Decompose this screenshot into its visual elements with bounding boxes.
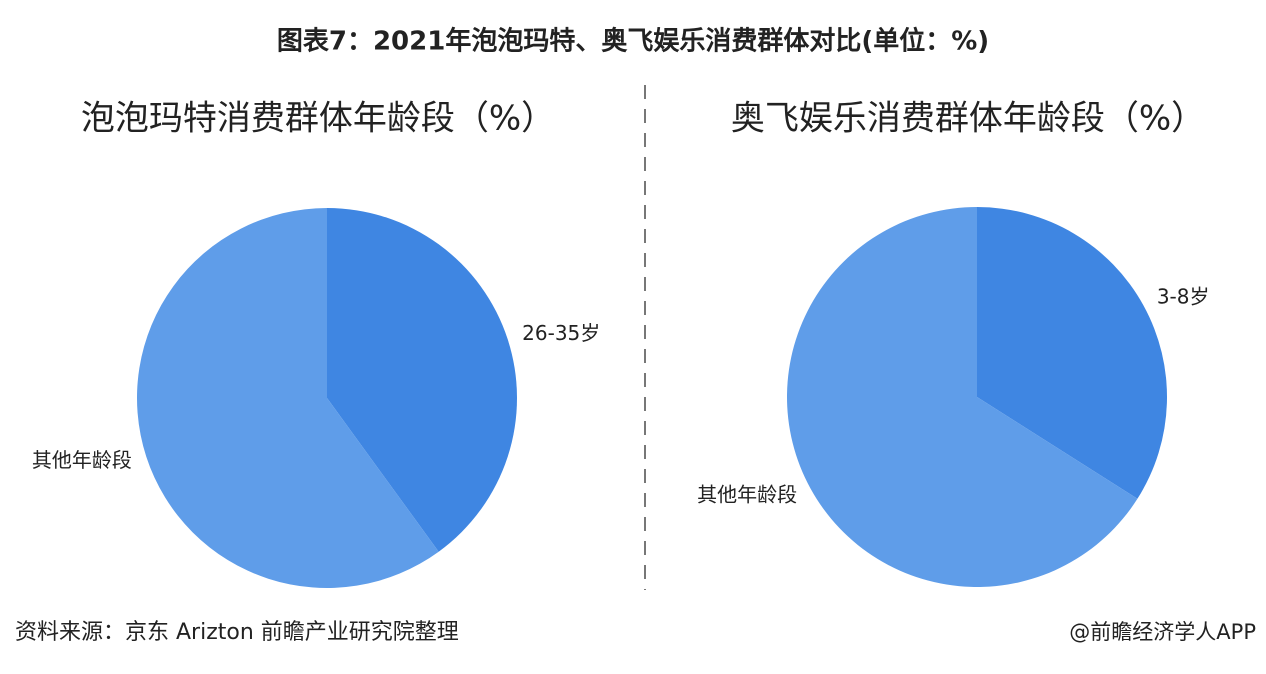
credit: @前瞻经济学人APP [1069, 620, 1256, 644]
pie-title: 奥飞娱乐消费群体年龄段（%） [731, 99, 1205, 139]
chart-title: 图表7：2021年泡泡玛特、奥飞娱乐消费群体对比(单位：%) [277, 26, 989, 57]
slice-label: 其他年龄段 [32, 448, 132, 472]
source: 资料来源：京东 Arizton 前瞻产业研究院整理 [15, 620, 459, 645]
slice-label: 26-35岁 [522, 321, 600, 345]
pie-title: 泡泡玛特消费群体年龄段（%） [81, 99, 555, 139]
pie-slice [327, 208, 517, 552]
slice-label: 其他年龄段 [697, 482, 797, 506]
pie-slice [977, 206, 1168, 499]
pie-slice [136, 208, 439, 588]
slice-label: 3-8岁 [1157, 285, 1210, 309]
pie-slice [787, 207, 1138, 587]
